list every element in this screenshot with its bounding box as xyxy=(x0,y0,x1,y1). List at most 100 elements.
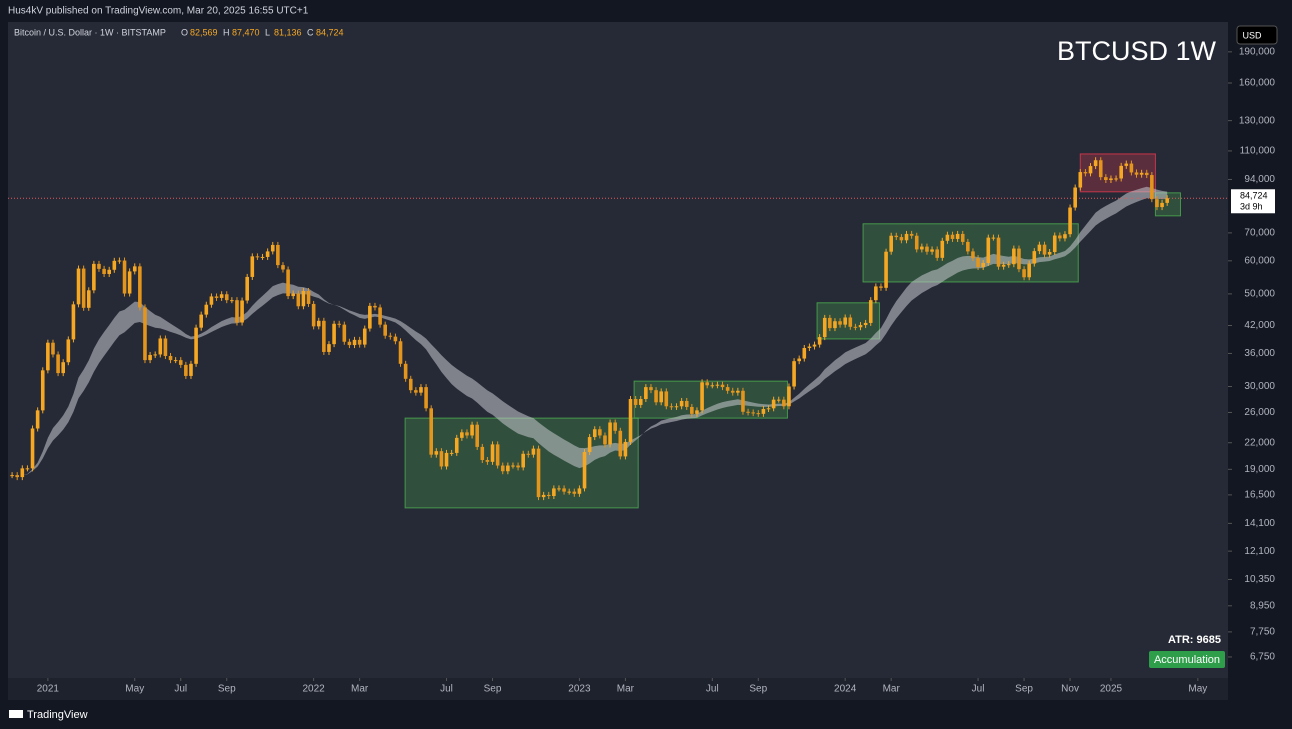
candle xyxy=(863,322,868,326)
candle xyxy=(695,410,699,414)
y-tick-label: 160,000 xyxy=(1239,78,1276,89)
candle xyxy=(1109,178,1113,181)
candle xyxy=(439,451,444,467)
candle xyxy=(909,233,914,236)
candle xyxy=(153,354,157,356)
atr-label: ATR: 9685 xyxy=(1168,634,1221,646)
candle xyxy=(408,378,413,391)
ohlc-key: L xyxy=(265,27,270,37)
candle xyxy=(1032,251,1037,264)
y-tick-label: 60,000 xyxy=(1244,255,1275,266)
candle xyxy=(1098,160,1103,178)
candle xyxy=(393,336,398,342)
x-tick-label: Nov xyxy=(1061,684,1079,695)
x-tick-label: Sep xyxy=(1015,684,1033,695)
candle xyxy=(797,358,801,362)
candle xyxy=(332,323,336,345)
x-tick-label: 2024 xyxy=(834,684,857,695)
candle xyxy=(567,491,571,493)
candle xyxy=(454,437,459,453)
badge-label: Accumulation xyxy=(1154,654,1220,666)
candle xyxy=(1150,175,1154,200)
candle xyxy=(15,475,19,478)
candle xyxy=(184,364,188,376)
x-tick-label: 2023 xyxy=(568,684,591,695)
candle xyxy=(577,488,582,494)
candle xyxy=(700,382,704,411)
candle xyxy=(756,413,761,415)
candle xyxy=(92,263,96,291)
candle xyxy=(868,300,873,323)
candle xyxy=(76,268,81,305)
candle xyxy=(546,494,551,496)
candle xyxy=(444,452,449,467)
candle xyxy=(388,335,393,337)
candle xyxy=(506,465,510,472)
candle xyxy=(224,294,229,301)
candle xyxy=(874,286,878,301)
candle xyxy=(674,406,679,408)
last-price-label: 84,724 xyxy=(1240,191,1268,201)
candle xyxy=(56,354,60,374)
candle xyxy=(480,446,485,461)
symbol: Bitcoin / U.S. Dollar · 1W · BITSTAMP xyxy=(14,27,166,37)
y-tick-label: 30,000 xyxy=(1244,381,1275,392)
footer-logo xyxy=(9,710,23,718)
candle xyxy=(117,260,122,262)
candle xyxy=(189,363,193,376)
candle xyxy=(368,305,372,329)
candle xyxy=(659,391,663,403)
x-tick-label: Sep xyxy=(484,684,502,695)
candle xyxy=(684,400,689,407)
candle xyxy=(899,237,904,241)
candle xyxy=(66,339,71,363)
candle xyxy=(286,269,290,297)
candle xyxy=(833,321,837,329)
candle xyxy=(86,290,91,308)
currency-box[interactable] xyxy=(1236,25,1278,45)
candle xyxy=(265,251,270,257)
candle xyxy=(1047,251,1052,255)
plot-area xyxy=(8,22,1228,678)
y-tick-label: 50,000 xyxy=(1244,289,1275,300)
candle xyxy=(715,384,720,386)
candle xyxy=(1042,244,1047,255)
candle xyxy=(373,305,377,308)
candle xyxy=(981,262,985,267)
candle xyxy=(240,300,244,323)
candle xyxy=(1093,160,1098,167)
candle xyxy=(644,387,648,400)
ohlc-key: H xyxy=(223,27,230,37)
chart-title: BTCUSD 1W xyxy=(1057,36,1217,66)
y-tick-label: 110,000 xyxy=(1240,146,1276,157)
candle xyxy=(81,268,86,308)
candle xyxy=(1022,269,1026,278)
candle xyxy=(1073,187,1077,208)
candle xyxy=(1119,165,1123,179)
candle xyxy=(736,390,740,393)
candle xyxy=(654,390,658,403)
candle xyxy=(889,235,893,252)
candle xyxy=(787,386,791,407)
candle xyxy=(281,265,285,270)
candle xyxy=(598,429,602,436)
candle xyxy=(245,276,249,301)
candle xyxy=(633,399,638,405)
candle xyxy=(132,266,137,272)
candle xyxy=(449,452,454,454)
candle xyxy=(741,390,745,412)
x-tick-label: Mar xyxy=(617,684,635,695)
candle xyxy=(853,326,858,328)
candle xyxy=(690,406,694,414)
candle xyxy=(587,437,592,453)
candle xyxy=(966,241,970,252)
candle xyxy=(925,246,929,252)
candle xyxy=(649,387,653,391)
candle xyxy=(378,307,382,325)
candle xyxy=(782,399,786,407)
y-tick-label: 16,500 xyxy=(1244,490,1275,501)
candle xyxy=(1104,177,1108,181)
candle xyxy=(219,294,224,298)
zone xyxy=(862,223,1079,283)
candle xyxy=(991,237,996,239)
